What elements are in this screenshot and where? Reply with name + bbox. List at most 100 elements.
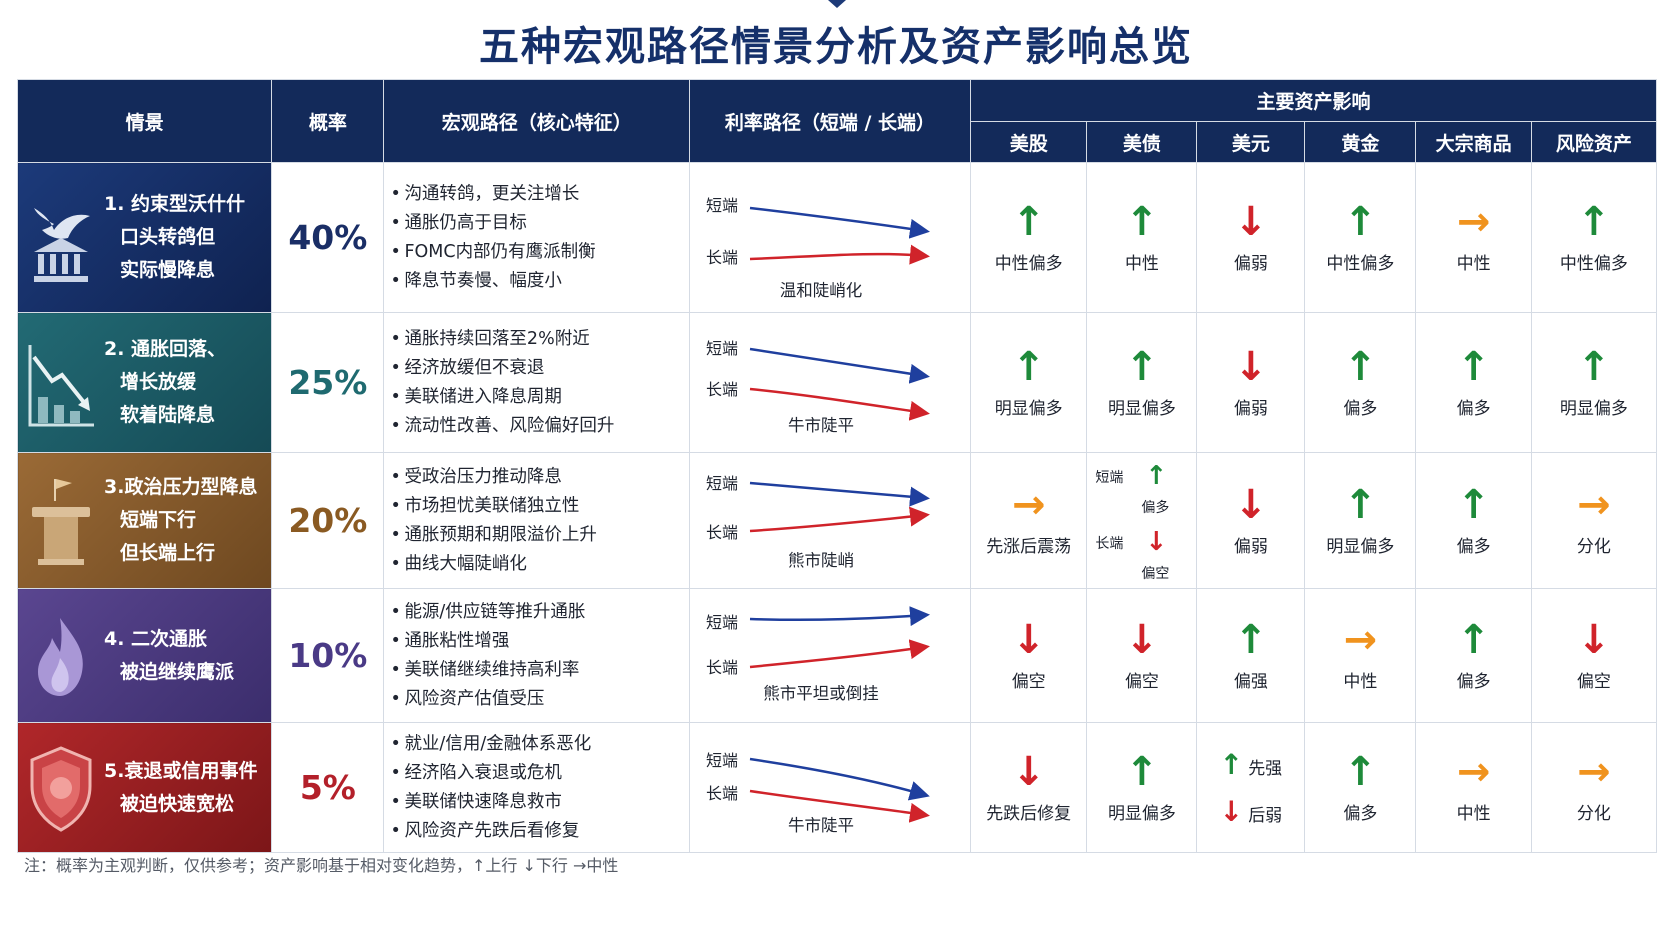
arrow-down-icon: ↓: [1234, 344, 1268, 390]
short-rate-line: [749, 347, 930, 384]
impact-label: 明显偏多: [1326, 537, 1395, 557]
macro-point: 受政治压力推动降息: [390, 463, 689, 492]
footnote: 注：概率为主观判断，仅供参考；资产影响基于相对变化趋势，↑上行 ↓下行 →中性: [24, 856, 619, 875]
header-assets-group: 主要资产影响: [969, 79, 1658, 122]
asset-impact-cell: ↑ 偏多: [1304, 722, 1417, 853]
long-rate-line: [749, 789, 930, 823]
scenario-label: 3.政治压力型降息 短端下行 但长端上行: [104, 471, 263, 570]
macro-point: 风险资产估值受压: [390, 685, 689, 714]
asset-impact-cell: ↑ 偏多: [1415, 452, 1532, 589]
scenario-line: 2. 通胀回落、: [104, 338, 227, 360]
impact-label: 偏弱: [1233, 399, 1268, 419]
impact-label: 分化: [1576, 537, 1611, 557]
probability-value: 40%: [271, 162, 385, 313]
asset-impact-cell: ↑ 明显偏多: [1304, 452, 1417, 589]
asset-impact-cell: ↑ 先强 ↓ 后弱: [1196, 722, 1306, 853]
impact-label: 明显偏多: [1107, 804, 1176, 824]
scenario-line: 1. 约束型沃什什: [104, 193, 246, 215]
arrow-down-icon: ↓: [1577, 617, 1611, 663]
asset-impact-cell: ↑ 偏多: [1415, 312, 1532, 453]
impact-label: 偏强: [1233, 672, 1268, 692]
arrow-up-icon: ↑: [1343, 199, 1378, 245]
macro-point: 能源/供应链等推升通胀: [390, 598, 689, 627]
scenario-line: 实际慢降息: [120, 259, 216, 281]
asset-impact-cell: ↑ 明显偏多: [969, 312, 1088, 453]
short-rate-line: [749, 757, 930, 801]
scenario-label: 2. 通胀回落、 增长放缓 软着陆降息: [104, 333, 232, 432]
scenario-line: 口头转鸽但: [120, 226, 216, 248]
long-end-label: 长端: [706, 380, 738, 399]
impact-label: 偏多: [1141, 500, 1170, 516]
arrow-up-icon: ↑: [1011, 199, 1046, 245]
arrow-down-icon: ↓: [1125, 617, 1159, 663]
arrow-down-icon: ↓: [1234, 199, 1268, 245]
long-end-label: 长端: [706, 248, 738, 267]
scenario-line: 3.政治压力型降息: [104, 476, 258, 498]
asset-impact-cell: 短端 ↑ 偏多 长端 ↓ 偏空: [1086, 452, 1198, 589]
impact-label: 偏空: [1011, 672, 1046, 692]
short-end-label: 短端: [706, 474, 738, 493]
asset-impact-cell: ↓ 偏弱: [1196, 312, 1306, 453]
asset-impact-cell: ↓ 先跌后修复: [969, 722, 1088, 853]
asset-impact-cell: ↓ 偏空: [1530, 588, 1658, 723]
asset-impact-cell: ↑ 中性: [1086, 162, 1198, 313]
arrow-down-icon: ↓: [1145, 527, 1168, 557]
rate-caption: 温和陡峭化: [780, 281, 863, 300]
asset-impact-cell: ↓ 偏空: [969, 588, 1088, 723]
scenario-label: 4. 二次通胀 被迫继续鹰派: [104, 623, 240, 689]
long-rate-line: [749, 387, 930, 421]
asset-impact-cell: ↑ 偏多: [1415, 588, 1532, 723]
macro-cell: 受政治压力推动降息市场担忧美联储独立性通胀预期和期限溢价上升曲线大幅陡峭化: [383, 452, 690, 589]
scenario-cell: 4. 二次通胀 被迫继续鹰派: [16, 588, 273, 723]
impact-label: 明显偏多: [994, 399, 1063, 419]
macro-point: 经济陷入衰退或危机: [390, 759, 689, 788]
macro-point: 通胀粘性增强: [390, 627, 689, 656]
scenario-label: 5.衰退或信用事件 被迫快速宽松: [104, 755, 263, 821]
scenario-label: 1. 约束型沃什什口头转鸽但实际慢降息: [104, 188, 251, 287]
short-rate-line: [749, 481, 930, 507]
page-title: 五种宏观路径情景分析及资产影响总览: [479, 24, 1193, 70]
long-rate-line: [749, 244, 930, 265]
asset-impact-cell: → 中性: [1415, 162, 1532, 313]
short-rate-line: [749, 206, 930, 239]
arrow-up-icon: ↑: [1343, 482, 1378, 528]
arrow-right-icon: →: [1456, 199, 1491, 245]
asset-impact-cell: ↑ 中性偏多: [969, 162, 1088, 313]
header-probability: 概率: [271, 79, 385, 163]
impact-label: 偏弱: [1233, 254, 1268, 274]
arrow-up-icon: ↑: [1343, 749, 1378, 795]
impact-label: 偏空: [1141, 566, 1170, 582]
macro-point: FOMC内部仍有鹰派制衡: [390, 238, 689, 267]
asset-impact-cell: ↑ 明显偏多: [1530, 312, 1658, 453]
impact-label: 中性偏多: [994, 254, 1063, 274]
macro-point: 通胀持续回落至2%附近: [390, 325, 689, 354]
asset-impact-cell: → 中性: [1304, 588, 1417, 723]
macro-cell: 通胀持续回落至2%附近经济放缓但不衰退美联储进入降息周期流动性改善、风险偏好回升: [383, 312, 690, 453]
impact-label: 偏空: [1576, 672, 1611, 692]
macro-point: 市场担忧美联储独立性: [390, 492, 689, 521]
arrow-up-icon: ↑: [1343, 344, 1378, 390]
header-asset: 黄金: [1304, 121, 1417, 163]
impact-label: 中性偏多: [1326, 254, 1395, 274]
falling-chart-icon: [19, 328, 104, 438]
short-end-label: 短端: [706, 613, 738, 632]
header-asset: 大宗商品: [1415, 121, 1532, 163]
flame-icon: [19, 601, 104, 711]
impact-label: 中性: [1456, 804, 1491, 824]
impact-label: 偏空: [1124, 672, 1159, 692]
header-macro: 宏观路径（核心特征）: [383, 79, 690, 163]
scenario-line: 短端下行: [120, 509, 197, 531]
rate-path-cell: 短端 长端 熊市平坦或倒挂: [688, 588, 971, 723]
arrow-right-icon: →: [1577, 482, 1611, 528]
arrow-right-icon: →: [1011, 482, 1046, 528]
asset-impact-cell: → 中性: [1415, 722, 1532, 853]
long-end-label: 长端: [706, 523, 738, 542]
impact-label: 中性: [1456, 254, 1491, 274]
asset-impact-cell: ↑ 明显偏多: [1086, 312, 1198, 453]
header-asset: 美股: [969, 121, 1088, 163]
impact-label: 先涨后震荡: [986, 537, 1072, 557]
